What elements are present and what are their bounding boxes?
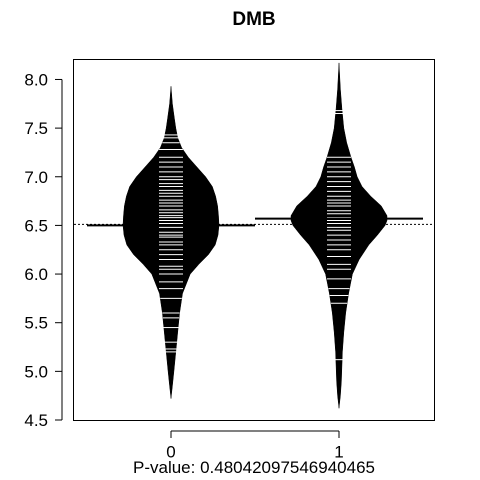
bean-density-0	[122, 86, 220, 399]
x-tick-label: 0	[166, 443, 175, 462]
y-tick-label: 6.5	[24, 216, 48, 235]
bean-group-0	[87, 86, 255, 399]
y-tick-label: 7.0	[24, 168, 48, 187]
y-tick-label: 7.5	[24, 119, 48, 138]
y-tick-label: 5.5	[24, 314, 48, 333]
y-tick-label: 5.0	[24, 362, 48, 381]
y-tick-label: 8.0	[24, 70, 48, 89]
plot-frame	[73, 59, 435, 421]
p-value-label: P-value: 0.48042097546940465	[133, 458, 375, 477]
y-tick-label: 6.0	[24, 265, 48, 284]
chart-title: DMB	[232, 9, 275, 30]
y-axis: 4.5 5.0 5.5 6.0 6.5 7.0 7.5 8.0	[24, 70, 63, 430]
x-tick-label: 1	[334, 443, 343, 462]
bean-group-1	[255, 62, 423, 409]
y-tick-label: 4.5	[24, 411, 48, 430]
beans-layer	[87, 62, 423, 409]
